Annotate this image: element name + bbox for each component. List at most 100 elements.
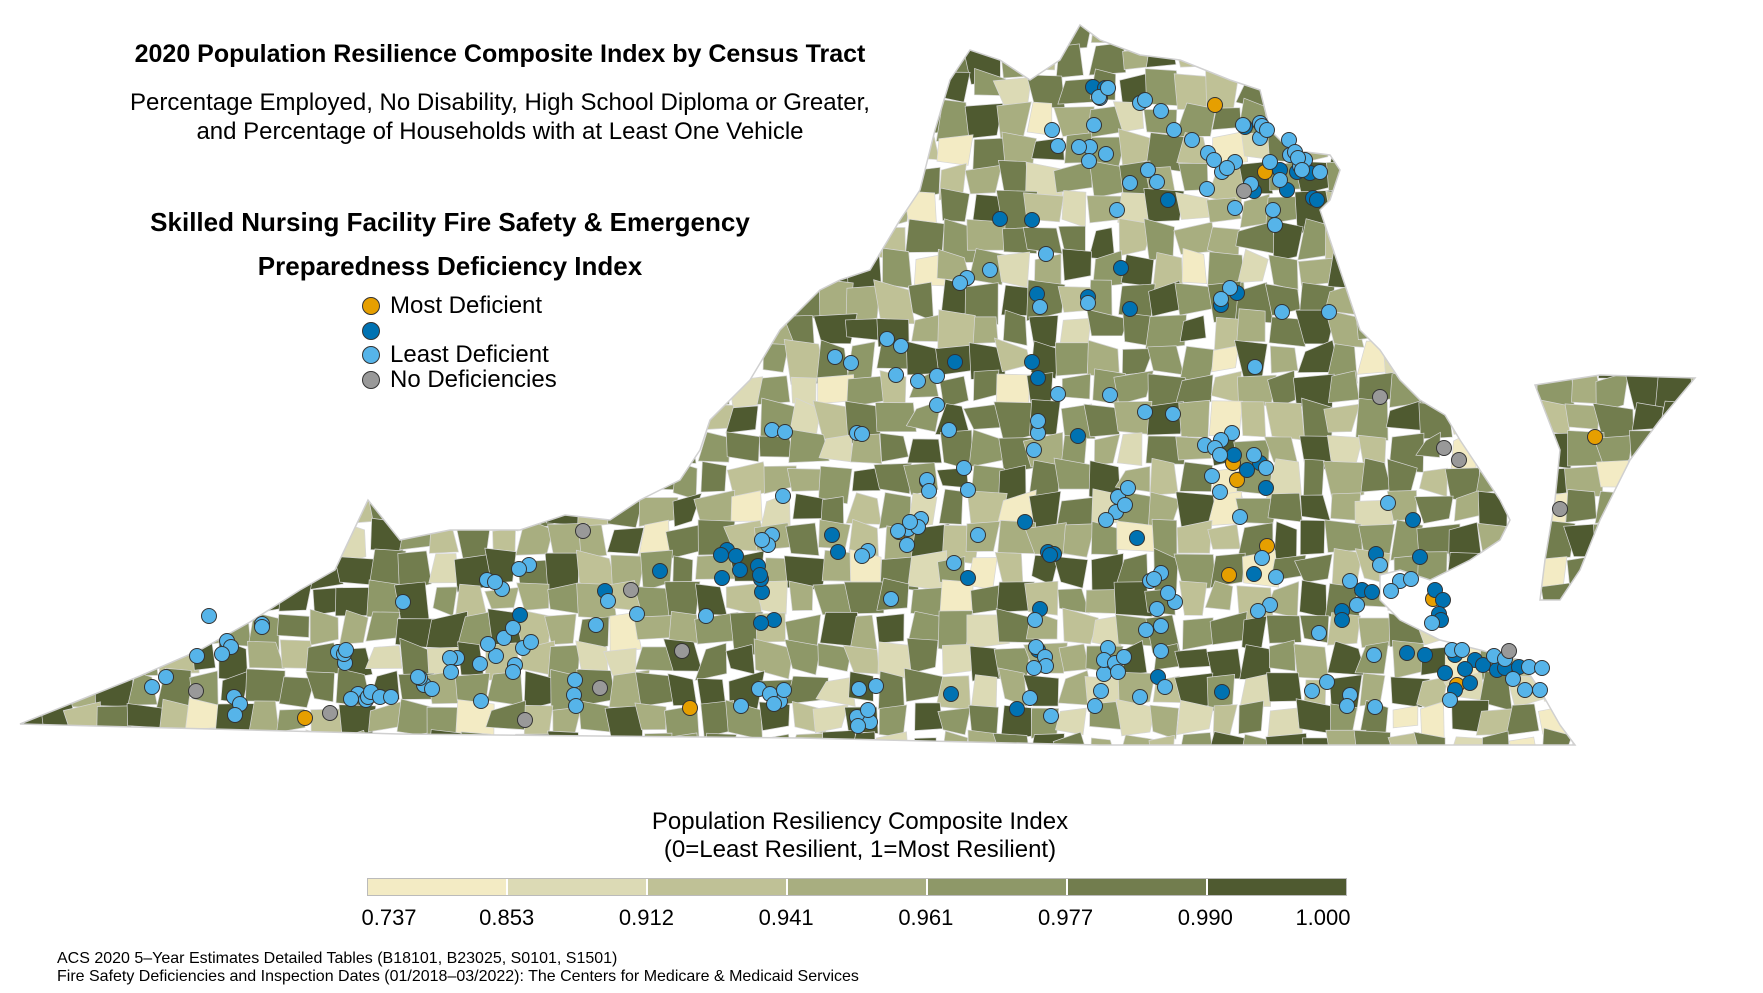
- census-tract: [1442, 310, 1479, 352]
- census-tract: [753, 638, 794, 680]
- legend-title: Skilled Nursing Facility Fire Safety & E…: [60, 200, 840, 288]
- census-tract: [335, 403, 375, 443]
- census-tract: [217, 524, 252, 563]
- census-tract: [366, 400, 397, 445]
- census-tract: [1563, 25, 1602, 48]
- facility-point-least-deficient: [1212, 484, 1228, 500]
- census-tract: [127, 25, 161, 42]
- facility-point-least-deficient: [1403, 571, 1419, 587]
- facility-point-least-deficient: [921, 483, 937, 499]
- census-tract: [1663, 25, 1690, 51]
- facility-point-least-deficient: [775, 488, 791, 504]
- census-tract: [305, 729, 340, 745]
- census-tract: [906, 637, 939, 674]
- census-tract: [423, 402, 465, 441]
- census-tract: [486, 461, 524, 496]
- census-tract: [1508, 309, 1544, 347]
- census-tract: [36, 431, 65, 470]
- census-tract: [1509, 372, 1540, 403]
- facility-point-most-deficient: [682, 700, 698, 716]
- census-tract: [548, 402, 584, 445]
- census-tract: [815, 25, 851, 43]
- census-tract: [433, 489, 463, 528]
- census-tract: [153, 285, 185, 323]
- census-tract: [309, 608, 339, 646]
- census-tract: [281, 166, 318, 192]
- facility-point-mid-deficient: [1417, 647, 1433, 663]
- census-tract: [66, 521, 108, 555]
- census-tract: [1207, 523, 1241, 550]
- census-tract: [35, 458, 73, 502]
- facility-point-least-deficient: [1153, 103, 1169, 119]
- census-tract: [1686, 700, 1695, 737]
- census-tract: [936, 134, 974, 166]
- facility-point-least-deficient: [1246, 447, 1262, 463]
- legend-item-most-deficient: Most Deficient: [362, 292, 557, 319]
- map-subtitle: Percentage Employed, No Disability, High…: [60, 88, 940, 146]
- census-tract: [243, 492, 281, 525]
- census-tract: [1655, 580, 1694, 617]
- census-tract: [913, 737, 938, 745]
- census-tract: [334, 729, 371, 745]
- census-tract: [1627, 639, 1657, 682]
- census-tract: [1509, 435, 1534, 469]
- census-tract: [578, 169, 620, 197]
- census-tract: [968, 429, 1004, 468]
- census-tract: [20, 40, 50, 81]
- census-tract: [41, 582, 75, 619]
- census-tract: [1054, 342, 1089, 377]
- facility-point-least-deficient: [343, 691, 359, 707]
- census-tract: [1385, 249, 1420, 293]
- census-tract: [1627, 585, 1659, 612]
- facility-point-least-deficient: [1022, 690, 1038, 706]
- census-tract: [1657, 164, 1694, 193]
- census-tract: [247, 640, 285, 669]
- facility-point-mid-deficient: [943, 686, 959, 702]
- facility-point-mid-deficient: [960, 570, 976, 586]
- census-tract: [938, 488, 964, 525]
- census-tract: [1392, 705, 1419, 729]
- census-tract: [1149, 457, 1179, 496]
- census-tract: [1414, 495, 1454, 524]
- census-tract: [1568, 671, 1601, 710]
- census-tract: [822, 729, 856, 745]
- census-tract: [304, 164, 341, 201]
- census-tract: [1176, 519, 1213, 554]
- census-tract: [400, 430, 440, 469]
- census-tract: [1357, 99, 1392, 135]
- census-tract: [937, 707, 971, 736]
- census-tract: [63, 554, 100, 582]
- census-tract: [276, 284, 311, 316]
- census-tract: [94, 433, 136, 465]
- census-tract: [20, 521, 41, 559]
- facility-point-least-deficient: [902, 514, 918, 530]
- census-tract: [964, 164, 1003, 195]
- census-tract: [41, 369, 75, 407]
- census-tract: [1689, 368, 1695, 405]
- facility-point-least-deficient: [982, 262, 998, 278]
- facility-point-least-deficient: [1222, 280, 1238, 296]
- census-tract: [68, 401, 109, 444]
- facility-point-least-deficient: [1050, 138, 1066, 154]
- facility-point-least-deficient: [1026, 660, 1042, 676]
- facility-point-least-deficient: [1140, 162, 1156, 178]
- census-tract: [1420, 348, 1455, 378]
- census-tract: [1625, 193, 1668, 225]
- census-tract: [1269, 639, 1296, 672]
- facility-point-least-deficient: [929, 397, 945, 413]
- census-tract: [964, 103, 1004, 139]
- facility-point-no-deficiencies: [674, 643, 690, 659]
- facility-point-least-deficient: [1339, 698, 1355, 714]
- census-tract: [1115, 698, 1156, 737]
- census-tract: [129, 646, 159, 677]
- census-tract: [1298, 25, 1330, 43]
- facility-point-least-deficient: [1086, 117, 1102, 133]
- census-tract: [636, 428, 674, 471]
- census-tract: [1058, 643, 1090, 673]
- facility-point-mid-deficient: [1009, 701, 1025, 717]
- census-tract: [1148, 734, 1175, 745]
- census-tract: [610, 344, 643, 379]
- scale-tick-label: 0.990: [1177, 905, 1233, 930]
- census-tract: [1269, 345, 1299, 374]
- scale-swatch: [788, 879, 928, 895]
